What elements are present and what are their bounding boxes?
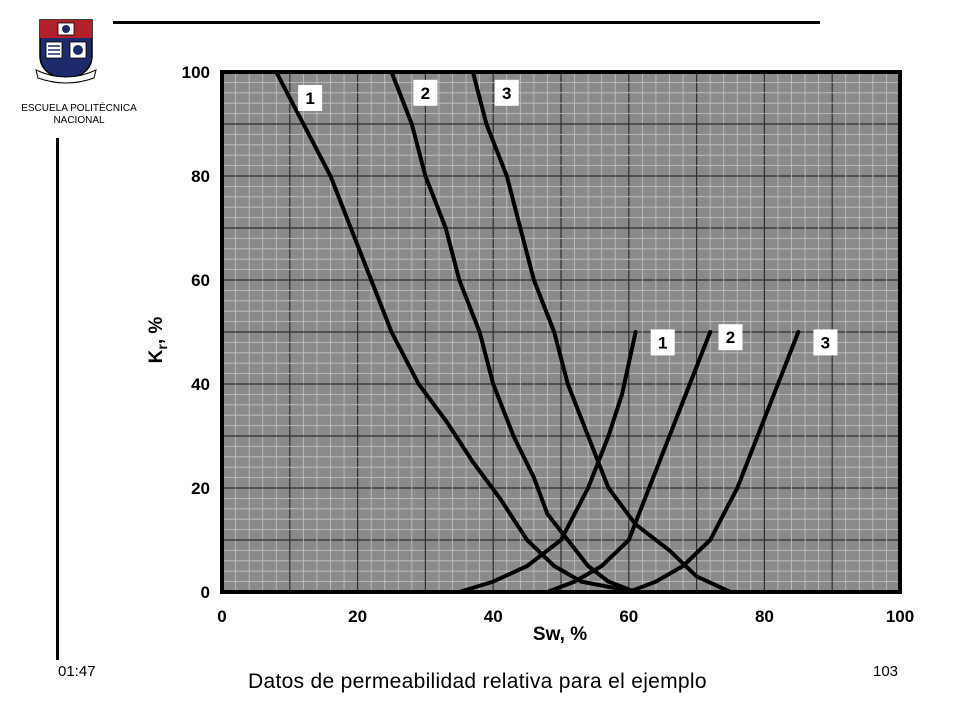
side-rule	[56, 138, 59, 660]
y-axis-label: Kr, %	[146, 317, 170, 364]
y-tick-label: 80	[191, 167, 210, 186]
series-line-decreasing-1	[274, 72, 638, 592]
x-tick-label: 40	[484, 607, 503, 626]
series-label-decreasing-1: 1	[305, 89, 314, 108]
series-line-increasing-3	[626, 330, 801, 592]
y-tick-label: 20	[191, 479, 210, 498]
y-axis-label-main: K	[146, 349, 167, 363]
slide-caption: Datos de permeabilidad relativa para el …	[248, 670, 707, 693]
series-label-box	[413, 79, 438, 106]
series-label-increasing-3: 3	[821, 333, 830, 352]
svg-text:Kr, %: Kr, %	[146, 317, 170, 364]
series-label-increasing-2: 2	[726, 328, 735, 347]
y-tick-label: 60	[191, 271, 210, 290]
x-axis-label: Sw, %	[533, 624, 587, 645]
institution-line-2: NACIONAL	[53, 115, 105, 126]
x-tick-label: 100	[886, 607, 914, 626]
institution-name: ESCUELA POLITÉCNICA NACIONAL	[4, 103, 154, 127]
series-label-box	[494, 79, 519, 106]
curve-label-layer: 1 2 3 1 2 3	[298, 79, 838, 356]
x-tick-label: 0	[217, 607, 226, 626]
series-layer	[274, 72, 801, 592]
x-tick-labels: 0 20 40 60 80 100	[217, 607, 914, 626]
y-tick-label: 40	[191, 375, 210, 394]
series-line-increasing-2	[545, 330, 713, 592]
y-tick-label: 0	[201, 583, 210, 602]
series-line-decreasing-2	[389, 72, 638, 592]
slide-page-number: 103	[873, 663, 899, 680]
slide-time: 01:47	[58, 663, 96, 680]
series-label-increasing-1: 1	[658, 333, 667, 352]
series-label-decreasing-2: 2	[421, 84, 430, 103]
series-label-box	[650, 329, 675, 356]
series-label-decreasing-3: 3	[502, 84, 511, 103]
top-rule	[113, 21, 820, 24]
y-axis-label-unit: , %	[146, 317, 167, 345]
institution-line-1: ESCUELA POLITÉCNICA	[21, 103, 137, 114]
series-line-decreasing-3	[470, 72, 733, 592]
series-line-increasing-1	[457, 330, 638, 592]
x-tick-label: 20	[348, 607, 367, 626]
y-tick-labels: 0 20 40 60 80 100	[182, 63, 210, 602]
chart-grid	[221, 71, 901, 593]
university-crest-icon	[35, 19, 97, 84]
x-tick-label: 80	[755, 607, 774, 626]
plot-frame	[220, 70, 902, 594]
x-tick-label: 60	[619, 607, 638, 626]
series-label-box	[813, 329, 838, 356]
series-label-box	[298, 85, 323, 111]
y-tick-label: 100	[182, 63, 210, 82]
y-axis-label-sub: r	[154, 344, 170, 350]
series-label-box	[718, 324, 743, 351]
